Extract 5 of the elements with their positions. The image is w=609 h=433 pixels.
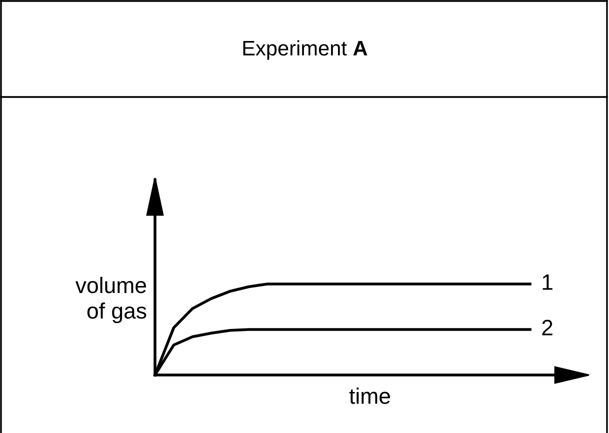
chart-title: Experiment A [243, 40, 368, 60]
series-label: 1 [542, 274, 552, 290]
series-label: 2 [542, 320, 552, 336]
y-axis-title: volume of gas [75, 276, 146, 324]
x-axis-title: time [349, 388, 390, 404]
